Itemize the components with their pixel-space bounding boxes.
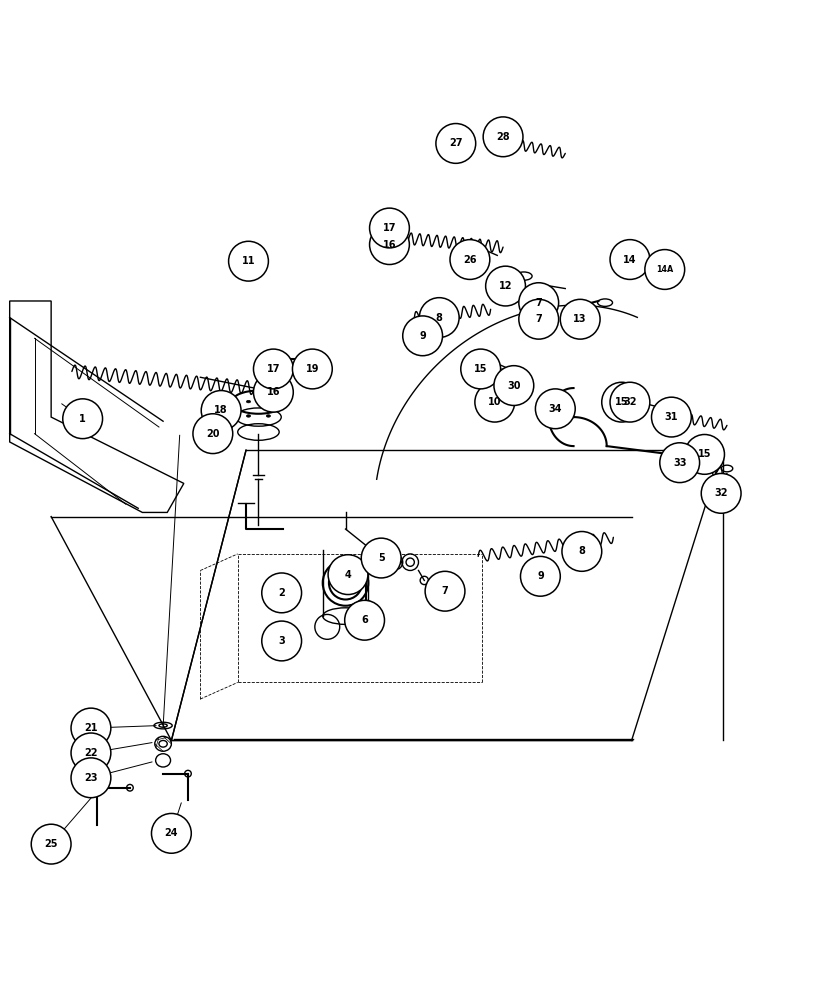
Text: 14: 14 <box>623 255 636 265</box>
Circle shape <box>32 824 71 864</box>
Text: 22: 22 <box>84 748 97 758</box>
Circle shape <box>254 372 293 412</box>
Circle shape <box>660 443 700 483</box>
Circle shape <box>494 366 534 405</box>
Ellipse shape <box>236 408 240 410</box>
Text: 23: 23 <box>84 773 97 783</box>
Text: 15: 15 <box>615 397 628 407</box>
Circle shape <box>610 382 650 422</box>
Circle shape <box>560 299 600 339</box>
Circle shape <box>602 382 641 422</box>
Text: 28: 28 <box>496 132 510 142</box>
Text: 4: 4 <box>344 570 351 580</box>
Circle shape <box>254 349 293 389</box>
Text: 2: 2 <box>278 588 285 598</box>
Circle shape <box>475 382 515 422</box>
Text: 32: 32 <box>715 488 728 498</box>
Ellipse shape <box>276 408 280 410</box>
Text: 3: 3 <box>278 636 285 646</box>
Text: 7: 7 <box>535 314 542 324</box>
Text: 1: 1 <box>79 414 86 424</box>
Circle shape <box>193 414 233 454</box>
Circle shape <box>486 266 526 306</box>
Text: 18: 18 <box>215 405 228 415</box>
Circle shape <box>685 434 725 474</box>
Text: 15: 15 <box>474 364 488 374</box>
Text: 9: 9 <box>419 331 426 341</box>
Text: 17: 17 <box>266 364 280 374</box>
Circle shape <box>71 733 111 773</box>
Text: 33: 33 <box>673 458 686 468</box>
Text: 34: 34 <box>548 404 562 414</box>
Circle shape <box>519 283 558 323</box>
Circle shape <box>425 571 465 611</box>
Circle shape <box>701 473 741 513</box>
Circle shape <box>436 124 476 163</box>
Text: 17: 17 <box>383 223 396 233</box>
Circle shape <box>62 399 102 439</box>
Circle shape <box>71 708 111 748</box>
Circle shape <box>521 556 560 596</box>
Text: 12: 12 <box>499 281 513 291</box>
Text: 13: 13 <box>573 314 587 324</box>
Text: 5: 5 <box>378 553 384 563</box>
Text: 19: 19 <box>305 364 319 374</box>
Circle shape <box>461 349 501 389</box>
Circle shape <box>403 316 443 356</box>
Circle shape <box>262 573 301 613</box>
Circle shape <box>262 621 301 661</box>
Text: 16: 16 <box>383 240 396 250</box>
Circle shape <box>645 250 685 289</box>
Text: 21: 21 <box>84 723 97 733</box>
Circle shape <box>369 208 409 248</box>
Circle shape <box>519 299 558 339</box>
Text: 9: 9 <box>537 571 544 581</box>
Text: 15: 15 <box>698 449 711 459</box>
Ellipse shape <box>276 383 283 388</box>
Circle shape <box>610 240 650 279</box>
Text: 31: 31 <box>665 412 678 422</box>
Ellipse shape <box>266 400 270 403</box>
Ellipse shape <box>246 415 250 417</box>
Ellipse shape <box>266 415 270 417</box>
Circle shape <box>361 538 401 578</box>
Circle shape <box>229 241 269 281</box>
Circle shape <box>536 389 575 429</box>
Text: 7: 7 <box>535 298 542 308</box>
Circle shape <box>651 397 691 437</box>
Text: 25: 25 <box>44 839 58 849</box>
Text: 24: 24 <box>165 828 178 838</box>
Circle shape <box>151 813 191 853</box>
Text: 7: 7 <box>442 586 448 596</box>
Text: 6: 6 <box>361 615 368 625</box>
Text: 20: 20 <box>206 429 220 439</box>
Text: 27: 27 <box>449 138 463 148</box>
Ellipse shape <box>323 608 369 624</box>
Text: 8: 8 <box>578 546 585 556</box>
Text: 8: 8 <box>436 313 443 323</box>
Text: 14A: 14A <box>656 265 673 274</box>
Circle shape <box>450 240 490 279</box>
Circle shape <box>201 391 241 430</box>
Ellipse shape <box>246 400 250 403</box>
Text: 10: 10 <box>488 397 502 407</box>
Circle shape <box>419 298 459 337</box>
Text: 11: 11 <box>242 256 255 266</box>
Circle shape <box>369 225 409 265</box>
Text: 30: 30 <box>507 381 521 391</box>
Circle shape <box>71 758 111 798</box>
Text: 32: 32 <box>623 397 636 407</box>
Text: 16: 16 <box>266 387 280 397</box>
Circle shape <box>483 117 523 157</box>
Circle shape <box>562 532 602 571</box>
Circle shape <box>344 600 384 640</box>
Circle shape <box>292 349 332 389</box>
Circle shape <box>328 555 368 595</box>
Text: 26: 26 <box>463 255 477 265</box>
